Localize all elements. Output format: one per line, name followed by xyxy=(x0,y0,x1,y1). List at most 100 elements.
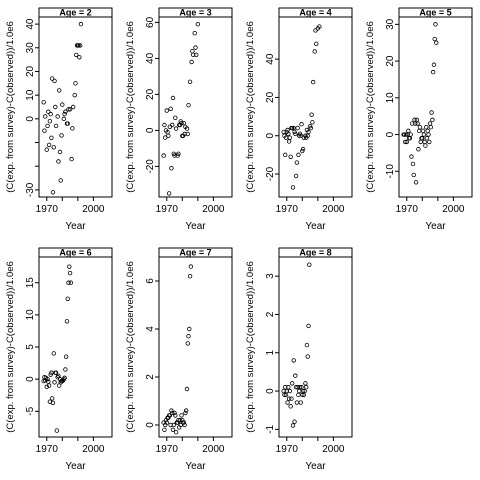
data-point xyxy=(41,100,46,105)
data-point xyxy=(403,139,408,145)
y-tick-label: 0 xyxy=(265,388,276,394)
x-tick-label: 1970 xyxy=(156,444,179,455)
data-point xyxy=(175,420,180,425)
data-point xyxy=(417,125,423,130)
data-point xyxy=(60,102,65,107)
data-point xyxy=(420,128,426,134)
data-point xyxy=(170,410,175,416)
data-point xyxy=(67,270,73,276)
data-point xyxy=(66,280,71,285)
x-axis-label: Year xyxy=(305,461,326,472)
data-point xyxy=(53,370,59,375)
data-point xyxy=(51,145,56,150)
data-point xyxy=(53,104,58,110)
y-tick-label: 30 xyxy=(385,18,396,30)
data-point xyxy=(65,296,70,301)
data-point xyxy=(282,392,287,398)
data-point xyxy=(72,92,77,98)
data-point xyxy=(51,351,56,356)
y-axis-label: (C(exp. from survey)-C(observed))/1.0e6 xyxy=(245,261,256,433)
data-point xyxy=(413,121,418,126)
data-point xyxy=(411,172,416,178)
y-tick-label: 0 xyxy=(145,127,156,133)
data-point xyxy=(293,373,298,378)
x-axis-label: Year xyxy=(185,461,206,472)
data-point xyxy=(406,128,411,134)
y-axis-label: (C(exp. from survey)-C(observed))/1.0e6 xyxy=(125,261,136,433)
y-axis-label: (C(exp. from survey)-C(observed))/1.0e6 xyxy=(245,21,256,193)
data-point xyxy=(312,49,317,54)
data-point xyxy=(296,152,301,158)
y-tick-label: -10 xyxy=(385,164,396,179)
data-point xyxy=(285,400,290,405)
data-point xyxy=(70,126,75,131)
y-axis-label: (C(exp. from survey)-C(observed))/1.0e6 xyxy=(5,21,16,193)
data-point xyxy=(186,334,191,339)
y-tick-label: 6 xyxy=(145,278,156,284)
data-point xyxy=(182,422,187,428)
data-point xyxy=(179,120,184,126)
data-point xyxy=(50,396,55,401)
data-point xyxy=(420,136,425,141)
data-point xyxy=(46,142,52,148)
plot-frame xyxy=(278,16,353,198)
data-point xyxy=(298,400,303,405)
data-point xyxy=(68,280,74,285)
data-point xyxy=(181,120,187,126)
y-tick-label: -20 xyxy=(145,159,156,174)
data-point xyxy=(48,111,53,117)
data-point xyxy=(421,132,427,137)
y-tick-label: 15 xyxy=(25,277,36,289)
data-point xyxy=(300,146,306,152)
data-point xyxy=(70,104,76,110)
x-tick-label: 1970 xyxy=(156,204,179,215)
data-point xyxy=(166,133,171,138)
x-axis-label: Year xyxy=(425,221,446,232)
data-point xyxy=(310,120,315,125)
data-point xyxy=(50,400,56,406)
data-point xyxy=(308,125,314,131)
x-tick-label: 1970 xyxy=(36,204,59,215)
y-tick-label: -30 xyxy=(25,182,36,197)
data-point xyxy=(304,342,310,348)
plot-frame xyxy=(38,16,113,198)
data-point xyxy=(306,323,311,329)
data-point xyxy=(49,135,54,140)
data-point xyxy=(47,119,53,124)
data-point xyxy=(427,121,433,126)
data-point xyxy=(164,108,169,113)
data-point xyxy=(194,52,199,57)
data-point xyxy=(183,410,188,416)
data-point xyxy=(283,385,288,390)
x-tick-label: 1970 xyxy=(36,444,59,455)
data-point xyxy=(414,117,420,123)
data-point xyxy=(172,153,177,158)
data-point xyxy=(62,111,67,117)
data-point xyxy=(429,110,434,115)
y-tick-label: 20 xyxy=(145,88,156,100)
data-point xyxy=(187,326,192,332)
x-tick-label: 2000 xyxy=(202,444,225,455)
data-point xyxy=(163,135,168,140)
y-axis-label: (C(exp. from survey)-C(observed))/1.0e6 xyxy=(5,261,16,433)
data-point xyxy=(433,22,438,27)
data-point xyxy=(432,36,437,42)
data-point xyxy=(190,52,196,57)
plot-frame xyxy=(278,256,353,438)
panel-1: Age = 2 1970 2000 Year -30 0 10 20 30 40 (C(exp. f… xyxy=(5,7,113,232)
data-point xyxy=(287,135,293,140)
data-point xyxy=(283,152,288,158)
y-tick-label: 40 xyxy=(25,18,36,30)
data-point xyxy=(184,386,190,392)
data-point xyxy=(78,21,84,27)
data-point xyxy=(76,43,81,48)
data-point xyxy=(77,43,83,48)
data-point xyxy=(427,139,432,145)
data-point xyxy=(170,427,176,432)
data-point xyxy=(408,132,413,137)
data-point xyxy=(426,132,431,137)
data-point xyxy=(57,149,63,155)
data-point xyxy=(54,428,60,433)
data-point xyxy=(185,341,190,346)
